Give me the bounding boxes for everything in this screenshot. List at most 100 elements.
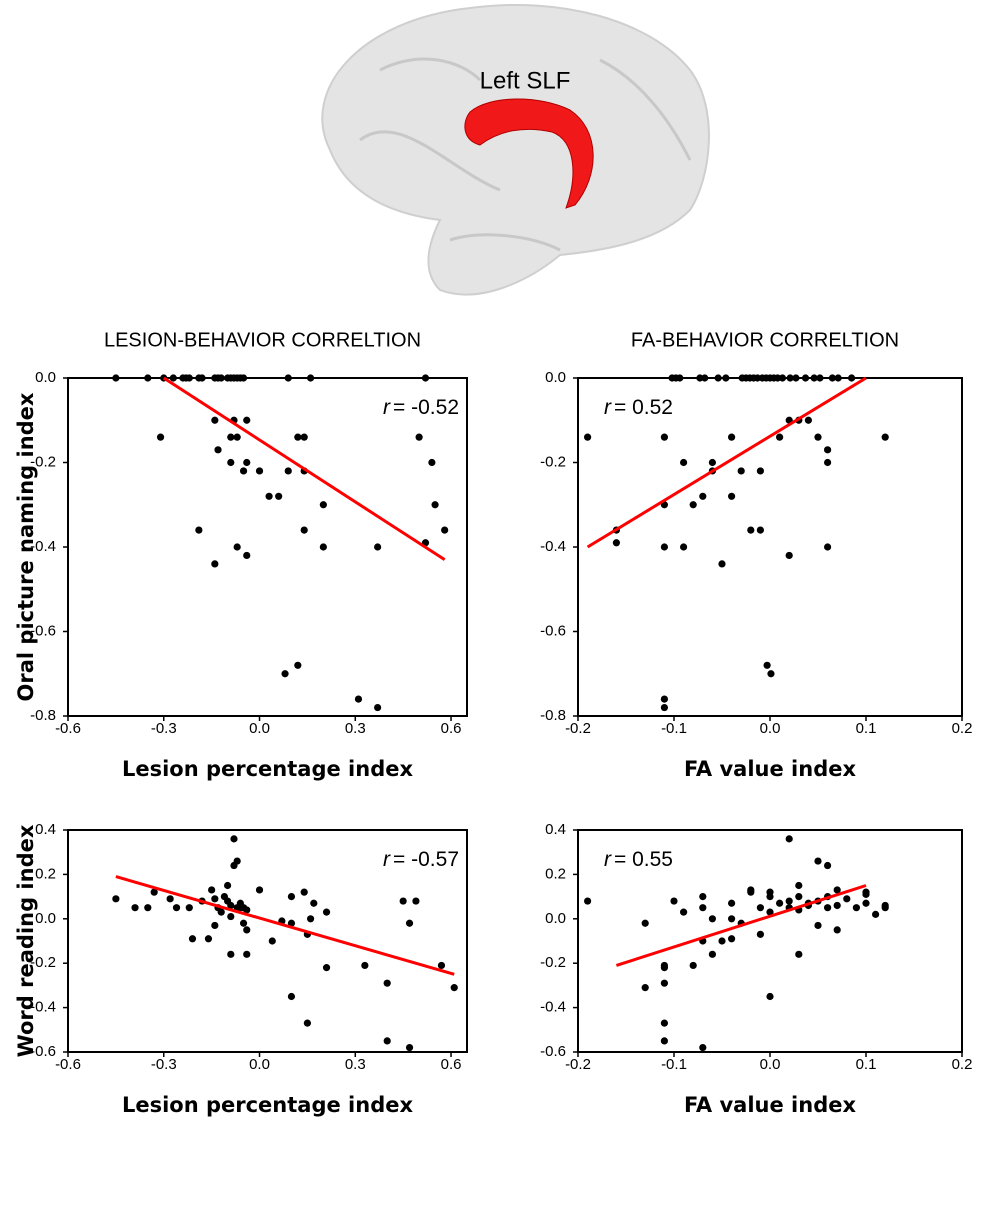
data-point [319, 543, 327, 551]
data-point [198, 374, 206, 382]
x-tick-label: -0.2 [565, 1056, 591, 1073]
data-point [862, 899, 870, 907]
y-tick-label: 0.0 [545, 910, 566, 927]
data-point [833, 901, 841, 910]
data-point [243, 906, 251, 914]
data-point [660, 961, 669, 970]
y-tick-label: 0.0 [35, 910, 56, 927]
data-point [300, 888, 308, 896]
y-tick-label: 0.2 [545, 865, 566, 882]
data-point [680, 908, 688, 916]
data-point [814, 921, 822, 930]
data-point [824, 861, 832, 870]
data-point [714, 374, 722, 382]
data-point [699, 904, 707, 912]
data-point [763, 661, 771, 669]
data-point [243, 551, 251, 560]
y-tick-label: 0.0 [545, 369, 566, 386]
data-point [747, 886, 755, 894]
data-point [660, 433, 669, 441]
data-point [450, 984, 458, 992]
data-point [728, 899, 736, 907]
data-point [795, 881, 803, 890]
data-point [756, 467, 765, 475]
data-point [322, 964, 331, 972]
data-point [354, 695, 363, 703]
data-point [294, 433, 302, 441]
data-point [792, 374, 800, 382]
data-point [243, 458, 251, 467]
y-tick-label: -0.2 [540, 453, 566, 470]
y-tick-label: -0.8 [540, 707, 566, 724]
data-point [785, 897, 793, 905]
data-point [428, 458, 436, 467]
y-tick-label: -0.4 [540, 538, 566, 555]
data-point [641, 919, 649, 927]
data-point [224, 881, 232, 890]
data-point [421, 374, 430, 382]
y-tick-label: -0.2 [30, 954, 56, 971]
correlation-annotation: r = -0.57 [383, 848, 459, 871]
data-point [786, 374, 794, 382]
data-point [766, 908, 774, 916]
data-point [824, 543, 832, 551]
data-point [211, 416, 219, 424]
data-point [708, 950, 717, 958]
data-point [265, 492, 273, 500]
data-point [862, 888, 870, 896]
data-point [778, 374, 787, 382]
data-point [584, 897, 592, 905]
data-point [150, 888, 158, 896]
data-point [833, 886, 841, 894]
data-point [881, 433, 889, 441]
r-value: = 0.55 [614, 848, 673, 871]
data-point [670, 897, 678, 905]
data-point [824, 446, 832, 454]
data-point [399, 897, 407, 905]
data-point [810, 374, 818, 382]
data-point [795, 950, 803, 958]
r-symbol: r [604, 848, 612, 871]
data-point [756, 526, 765, 534]
x-axis-label: Lesion percentage index [122, 1093, 414, 1117]
data-point [243, 416, 251, 424]
data-point [881, 901, 889, 910]
data-point [584, 433, 592, 441]
data-point [833, 926, 841, 934]
data-point [172, 904, 181, 912]
data-point [214, 446, 222, 454]
brain-label: Left SLF [480, 67, 571, 94]
x-tick-label: -0.6 [55, 1056, 81, 1073]
data-point [814, 433, 822, 441]
data-point [415, 433, 423, 441]
y-tick-label: 0.0 [35, 369, 56, 386]
data-point [112, 895, 120, 903]
data-point [834, 374, 842, 382]
x-tick-label: 0.3 [345, 1056, 366, 1073]
y-tick-label: -0.6 [30, 1043, 56, 1060]
r-symbol: r [383, 396, 391, 419]
data-point [708, 458, 717, 467]
data-point [166, 895, 174, 903]
data-point [287, 919, 296, 927]
data-point [374, 703, 382, 712]
data-point [816, 374, 824, 382]
fit-line [586, 376, 867, 549]
y-tick-label: -0.2 [540, 954, 566, 971]
x-tick-label: 0.1 [856, 720, 877, 737]
data-point [361, 961, 369, 970]
data-point [284, 374, 292, 382]
data-point [112, 374, 120, 382]
data-point [239, 374, 248, 382]
data-point [239, 467, 248, 475]
fit-line [162, 376, 446, 561]
x-tick-label: 0.6 [441, 720, 462, 737]
data-point [239, 919, 248, 927]
data-point [287, 992, 296, 1001]
data-point [300, 526, 308, 534]
data-point [156, 433, 165, 441]
r-value: = 0.52 [614, 396, 673, 419]
brain [321, 3, 710, 296]
data-point [641, 984, 649, 992]
